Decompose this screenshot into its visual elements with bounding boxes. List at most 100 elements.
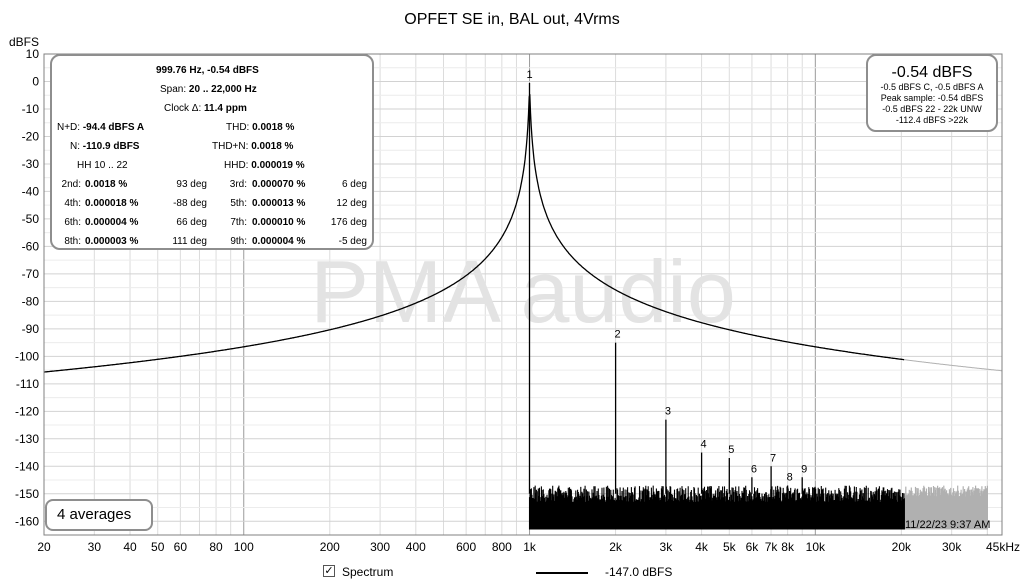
y-tick-label: -110 <box>16 377 39 391</box>
thdn-value: 0.0018 % <box>251 141 294 152</box>
fundamental-readout: 999.76 Hz, -0.54 dBFS <box>156 65 259 76</box>
harmonic-cell-b-lab: 7th: <box>230 217 247 228</box>
y-axis-label: dBFS <box>9 35 39 49</box>
harmonic-cell-b-deg: -5 deg <box>338 236 367 247</box>
x-tick-label: 20k <box>892 540 912 554</box>
timestamp: 11/22/23 9:37 AM <box>905 519 991 531</box>
nd-label: N+D: <box>57 122 81 133</box>
harmonic-cell-a-deg: 93 deg <box>176 179 207 190</box>
chart-title: OPFET SE in, BAL out, 4Vrms <box>404 11 619 28</box>
y-tick-label: -90 <box>22 322 40 336</box>
harmonic-label-3: 3 <box>665 406 671 418</box>
x-tick-label: 300 <box>370 540 390 554</box>
level-main: -0.54 dBFS <box>891 64 973 81</box>
x-tick-label: 3k <box>660 540 674 554</box>
spectrum-checkbox[interactable]: ✓ <box>323 565 335 577</box>
x-tick-label: 400 <box>406 540 426 554</box>
harmonic-cell-a-lab: 4th: <box>64 198 81 209</box>
span-value: 20 .. 22,000 Hz <box>188 84 257 95</box>
hhd-readout: HHD: 0.000019 % <box>224 160 305 171</box>
n-label: N: <box>70 141 80 152</box>
hh-range: HH 10 .. 22 <box>77 160 128 171</box>
x-tick-label: 5k <box>723 540 737 554</box>
harmonic-cell-b-deg: 176 deg <box>330 217 367 228</box>
thd-value: 0.0018 % <box>252 122 295 133</box>
x-tick-label: 40 <box>123 540 137 554</box>
span-label: Span: <box>160 84 187 95</box>
clock-label: Clock Δ: <box>164 103 202 114</box>
hhd-label: HHD: <box>224 160 249 171</box>
x-axis-ticks: 20 30 40 50 60 80 100 200 300 400 600 800 1k 2k 3k 4k 5k… <box>37 540 1020 554</box>
y-tick-label: -40 <box>22 184 40 198</box>
clock-readout: Clock Δ: 11.4 ppm <box>164 103 247 114</box>
harmonic-cell-a-deg: 111 deg <box>172 236 207 247</box>
hhd-value: 0.000019 % <box>251 160 305 171</box>
spectrum-noise-fill <box>528 485 905 530</box>
harmonic-labels: 1 2 3 4 5 6 789 <box>526 69 807 484</box>
watermark: PMA audio <box>310 242 736 341</box>
x-tick-label: 2k <box>609 540 623 554</box>
spectrum-trace-main <box>44 83 905 494</box>
level-panel: -0.54 dBFS -0.5 dBFS C, -0.5 dBFS A Peak… <box>866 54 998 132</box>
y-tick-label: -30 <box>22 157 40 171</box>
y-axis-ticks: 10 0 -10 -20 -30 -40 -50 -60 -70 -80 -90 -100 -110 -1… <box>15 47 39 528</box>
harmonic-cell-b-lab: 3rd: <box>229 179 247 190</box>
level-line-3: -0.5 dBFS 22 - 22k UNW <box>882 104 982 114</box>
spectrum-trace <box>44 83 1002 530</box>
y-tick-label: -130 <box>15 432 39 446</box>
y-tick-label: -160 <box>15 514 39 528</box>
harmonic-label-2: 2 <box>615 329 621 341</box>
harmonic-cell-b-val: 0.000010 % <box>252 217 306 228</box>
x-tick-label: 600 <box>456 540 476 554</box>
harmonic-cell-b-deg: 6 deg <box>341 179 367 190</box>
x-tick-label: 4k <box>695 540 709 554</box>
y-tick-label: -50 <box>22 212 40 226</box>
thd-readout: THD: 0.0018 % <box>226 122 294 133</box>
thdn-label: THD+N: <box>212 141 249 152</box>
harmonic-label-7: 7 <box>770 452 776 464</box>
y-tick-label: -100 <box>15 349 39 363</box>
level-line-1: -0.5 dBFS C, -0.5 dBFS A <box>880 82 984 92</box>
thd-label: THD: <box>226 122 250 133</box>
x-tick-label: 800 <box>492 540 512 554</box>
nd-value: -94.4 dBFS A <box>82 122 145 133</box>
x-tick-label: 6k <box>746 540 760 554</box>
harmonic-cell-b-val: 0.000004 % <box>252 236 306 247</box>
x-tick-label: 50 <box>151 540 165 554</box>
measurement-panel: 999.76 Hz, -0.54 dBFS Span: 20 .. 22,000… <box>50 54 374 250</box>
y-tick-label: -70 <box>22 267 40 281</box>
y-tick-label: -120 <box>15 404 39 418</box>
harmonic-cell-a-deg: -88 deg <box>173 198 207 209</box>
x-tick-label: 20 <box>37 540 51 554</box>
harmonic-cell-a-lab: 8th: <box>64 236 81 247</box>
n-readout: N: -110.9 dBFS <box>70 141 139 152</box>
harmonic-label-5: 5 <box>728 444 734 456</box>
nd-readout: N+D: -94.4 dBFS A <box>57 122 144 133</box>
y-tick-label: -150 <box>15 487 39 501</box>
harmonic-cell-b-lab: 9th: <box>230 236 247 247</box>
x-tick-label: 100 <box>234 540 254 554</box>
spectrum-trace-above-20k <box>902 359 1002 372</box>
harmonic-label-6: 6 <box>751 463 757 475</box>
harmonic-cell-b-val: 0.000070 % <box>252 179 306 190</box>
harmonic-cell-b-val: 0.000013 % <box>252 198 306 209</box>
legend-value: -147.0 dBFS <box>605 565 673 579</box>
harmonic-label-4: 4 <box>701 439 707 451</box>
plot-border <box>43 53 1003 536</box>
level-line-4: -112.4 dBFS >22k <box>895 115 969 125</box>
clock-value: 11.4 ppm <box>204 103 247 114</box>
harmonic-label-9: 9 <box>801 463 807 475</box>
x-tick-label: 7k <box>765 540 779 554</box>
span-readout: Span: 20 .. 22,000 Hz <box>160 84 257 95</box>
y-tick-label: -10 <box>22 102 40 116</box>
y-tick-label: -20 <box>22 129 40 143</box>
y-tick-label: -140 <box>15 459 39 473</box>
x-tick-label: 30k <box>942 540 962 554</box>
harmonic-cell-a-lab: 2nd: <box>61 179 81 190</box>
y-tick-label: 10 <box>26 47 40 61</box>
x-tick-label: 1k <box>523 540 537 554</box>
x-tick-label: 45kHz <box>986 540 1020 554</box>
y-tick-label: -80 <box>22 294 40 308</box>
harmonic-cell-a-val: 0.0018 % <box>85 179 128 190</box>
